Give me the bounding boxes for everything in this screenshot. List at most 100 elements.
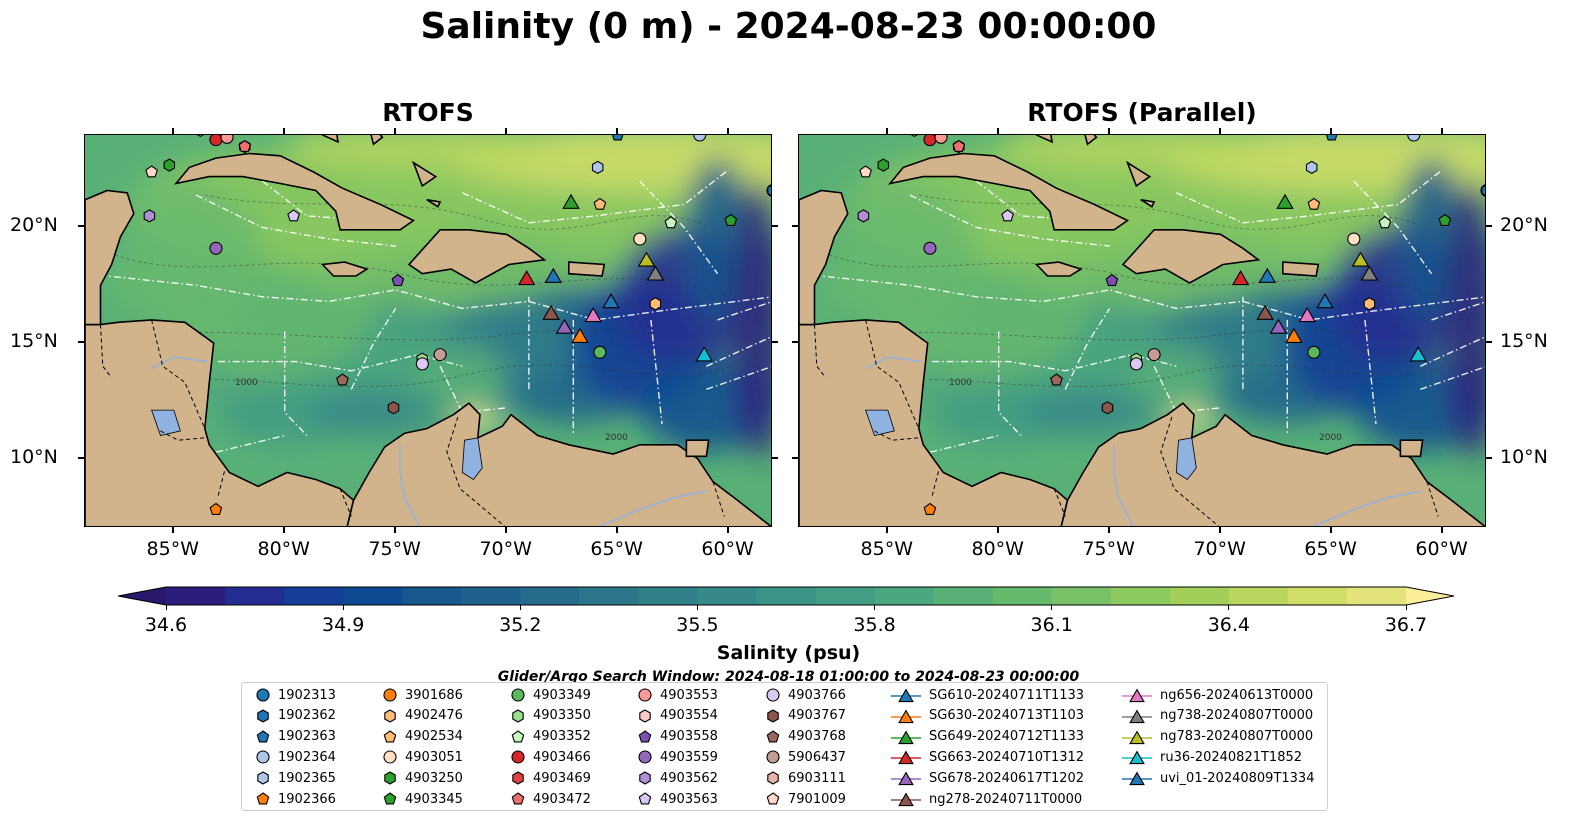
observation-marker-ng278-20240711t0000[interactable] (542, 304, 560, 320)
observation-marker-1902363[interactable] (1325, 135, 1338, 141)
observation-marker-1902364[interactable] (1407, 135, 1421, 142)
bahamas-land (1035, 135, 1054, 144)
observation-marker-4903562[interactable] (857, 209, 870, 223)
observation-marker-4903553[interactable] (220, 135, 234, 144)
legend-label: ru36-20240821T1852 (1160, 749, 1303, 765)
bahamas-land (370, 135, 384, 146)
observation-marker-4903349[interactable] (1307, 345, 1321, 359)
observation-marker-4903051[interactable] (633, 232, 647, 246)
observation-marker-sg663-20240710t1312[interactable] (517, 269, 536, 286)
observation-marker-5906437[interactable] (1147, 348, 1161, 362)
colorbar-tick-mark (1228, 605, 1230, 610)
observation-marker-ng738-20240807t0000[interactable] (646, 265, 665, 281)
observation-marker-4903553[interactable] (934, 135, 948, 144)
country-border (339, 488, 352, 517)
triangle-marker-icon (1122, 688, 1152, 703)
observation-marker-sg649-20240712t1133[interactable] (1276, 193, 1294, 209)
observation-marker-ng783-20240807t0000[interactable] (637, 251, 656, 267)
observation-marker-4902534[interactable] (1307, 197, 1321, 210)
colorbar-title: Salinity (psu) (716, 642, 861, 664)
observation-marker-4903250[interactable] (877, 158, 890, 172)
triangle-marker-icon (1122, 709, 1152, 723)
observation-marker-4903250[interactable] (163, 158, 176, 172)
observation-marker-ru36-20240821t1852[interactable] (1409, 346, 1427, 362)
observation-marker-ng278-20240711t0000[interactable] (1256, 304, 1274, 320)
colorbar-bin (225, 587, 285, 605)
observation-marker-4902476[interactable] (1363, 297, 1376, 311)
observation-marker-4903768[interactable] (336, 373, 349, 386)
observation-marker-4903767[interactable] (1101, 401, 1114, 415)
observation-marker-sg663-20240710t1312[interactable] (1231, 269, 1250, 286)
panel-title-rtofs-parallel: RTOFS (Parallel) (1027, 98, 1257, 127)
observation-marker-ng656-20240613t0000[interactable] (1298, 307, 1316, 323)
lon-tick-mark (615, 128, 618, 134)
observation-marker-4902476[interactable] (649, 297, 662, 311)
legend-item: 4903558 (638, 727, 718, 747)
observation-marker-4903562[interactable] (143, 209, 156, 223)
observation-marker-1902366[interactable] (209, 502, 223, 515)
observation-marker-4903554[interactable] (909, 135, 919, 138)
observation-marker-sg678-20240617t1202[interactable] (555, 318, 574, 334)
observation-marker-4903563[interactable] (1001, 209, 1014, 222)
colorbar-extend-min (118, 587, 166, 605)
observation-marker-1902364[interactable] (693, 135, 707, 142)
observation-marker-4903349[interactable] (593, 345, 607, 359)
observation-marker-1902362[interactable] (767, 185, 772, 197)
observation-marker-4903352[interactable] (1378, 216, 1392, 229)
eez-boundary (706, 336, 771, 367)
south-america-land (1060, 402, 1485, 526)
observation-marker-4903563[interactable] (287, 209, 300, 222)
observation-marker-4903345[interactable] (724, 213, 738, 226)
observation-marker-uvi_01-20240809t1334[interactable] (602, 293, 620, 309)
observation-marker-1902363[interactable] (611, 135, 624, 141)
observation-marker-sg610-20240711t1133[interactable] (544, 267, 563, 283)
lat-tick-mark (78, 456, 84, 459)
colorbar-tick-label: 35.5 (676, 614, 719, 636)
eez-boundary (717, 301, 771, 321)
observation-marker-4903559[interactable] (209, 241, 223, 255)
country-border (931, 470, 940, 496)
observation-marker-4903768[interactable] (1050, 373, 1063, 386)
observation-marker-4902534[interactable] (593, 197, 607, 210)
eez-boundary (1420, 336, 1485, 367)
legend-item: 7901009 (766, 789, 846, 809)
observation-marker-ru36-20240821t1852[interactable] (695, 346, 713, 362)
observation-marker-4903472[interactable] (952, 139, 966, 152)
observation-marker-4903466[interactable] (209, 135, 223, 147)
observation-marker-ng783-20240807t0000[interactable] (1351, 251, 1370, 267)
legend-item: 1902366 (256, 789, 336, 809)
observation-marker-ng656-20240613t0000[interactable] (584, 307, 602, 323)
observation-marker-1902365[interactable] (1305, 160, 1318, 175)
observation-marker-sg630-20240713t1103[interactable] (1285, 327, 1303, 343)
observation-marker-4903352[interactable] (664, 216, 678, 229)
observation-marker-4903558[interactable] (1105, 273, 1119, 287)
observation-marker-sg678-20240617t1202[interactable] (1269, 318, 1288, 334)
observation-marker-1902366[interactable] (923, 502, 937, 515)
observation-marker-4903472[interactable] (238, 139, 252, 152)
observation-marker-4903559[interactable] (923, 241, 937, 255)
observation-marker-sg649-20240712t1133[interactable] (562, 193, 580, 209)
observation-marker-4903766[interactable] (415, 357, 429, 371)
observation-marker-4903345[interactable] (1438, 213, 1452, 226)
observation-marker-5906437[interactable] (433, 348, 447, 362)
observation-marker-1902365[interactable] (591, 160, 604, 175)
triangle-marker-icon (891, 750, 921, 765)
observation-marker-4903554[interactable] (195, 135, 205, 138)
observation-marker-4903558[interactable] (391, 273, 405, 287)
observation-marker-uvi_01-20240809t1334[interactable] (1316, 293, 1334, 309)
observation-marker-ng738-20240807t0000[interactable] (1360, 265, 1379, 281)
eez-boundary (706, 366, 771, 390)
legend-item: uvi_01-20240809T1334 (1122, 768, 1314, 788)
eez-boundary (639, 180, 719, 275)
observation-marker-4903466[interactable] (923, 135, 937, 147)
observation-marker-1902362[interactable] (1481, 185, 1486, 197)
observation-marker-4903767[interactable] (387, 401, 400, 415)
observation-marker-sg630-20240713t1103[interactable] (571, 327, 589, 343)
observation-marker-sg610-20240711t1133[interactable] (1258, 267, 1277, 283)
observation-marker-4903051[interactable] (1347, 232, 1361, 246)
observation-marker-7901009[interactable] (145, 165, 158, 178)
lon-tick-mark (726, 128, 729, 134)
contour-label: 1000 (949, 378, 972, 388)
observation-marker-4903766[interactable] (1129, 357, 1143, 371)
observation-marker-7901009[interactable] (859, 165, 872, 178)
